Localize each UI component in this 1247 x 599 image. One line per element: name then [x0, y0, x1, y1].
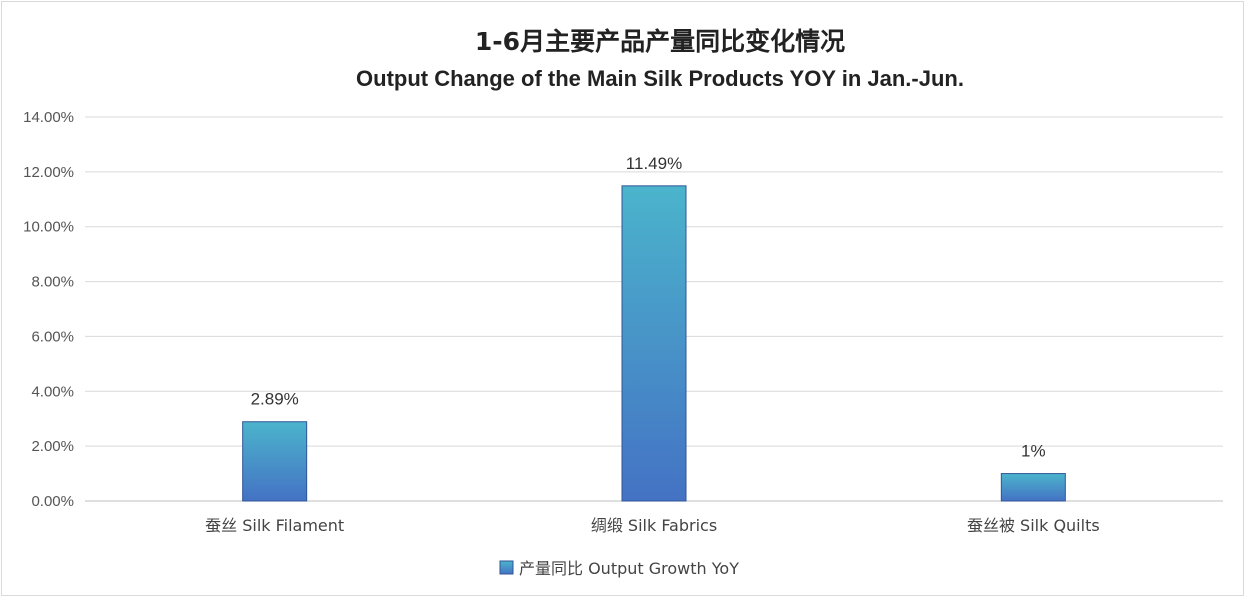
y-tick-label: 4.00% [31, 383, 74, 400]
y-tick-label: 2.00% [31, 438, 74, 455]
legend-label: 产量同比 Output Growth YoY [519, 559, 739, 578]
y-tick-label: 14.00% [23, 109, 74, 126]
legend-swatch [499, 560, 514, 575]
y-tick-label: 8.00% [31, 274, 74, 291]
chart-title: 1-6月主要产品产量同比变化情况 [475, 27, 845, 56]
data-label: 2.89% [251, 390, 299, 409]
category-label: 绸缎 Silk Fabrics [591, 516, 717, 535]
y-tick-label: 10.00% [23, 219, 74, 236]
category-label: 蚕丝被 Silk Quilts [967, 516, 1100, 535]
bar [242, 421, 308, 502]
chart-subtitle: Output Change of the Main Silk Products … [356, 66, 964, 91]
y-tick-label: 12.00% [23, 164, 74, 181]
y-tick-label: 0.00% [31, 493, 74, 510]
bars [242, 185, 1066, 502]
data-label: 1% [1021, 442, 1046, 461]
data-label: 11.49% [626, 154, 682, 173]
bar [1000, 473, 1066, 502]
y-axis-ticks: 0.00% 2.00% 4.00% 6.00% 8.00% 10.00% 12.00% 14.… [23, 109, 74, 510]
legend: 产量同比 Output Growth YoY [499, 559, 739, 578]
bar [621, 185, 687, 502]
x-axis-categories: 蚕丝 Silk Filament 绸缎 Silk Fabrics 蚕丝被 Silk … [205, 516, 1100, 535]
y-tick-label: 6.00% [31, 328, 74, 345]
data-labels: 2.89% 11.49% 1% [251, 154, 1046, 461]
category-label: 蚕丝 Silk Filament [205, 516, 344, 535]
